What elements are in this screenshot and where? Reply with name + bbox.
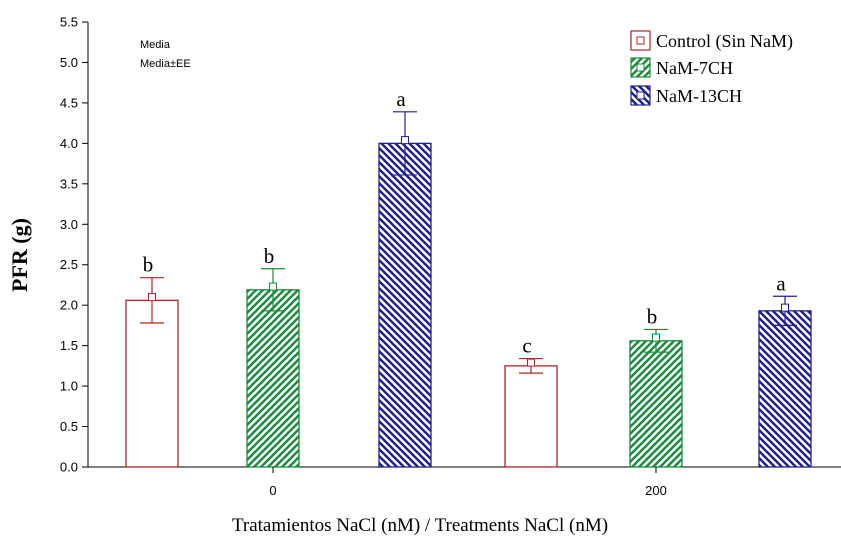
y-tick-label: 5.5 — [60, 15, 78, 30]
mean-marker — [148, 293, 156, 302]
mean-marker — [781, 303, 789, 312]
y-tick-label: 0.5 — [60, 419, 78, 434]
stats-legend-mean: Media — [140, 39, 171, 51]
y-tick-label: 2.0 — [60, 298, 78, 313]
bar — [246, 289, 300, 468]
significance-letter: c — [522, 334, 531, 358]
y-axis-label: PFR (g) — [7, 218, 32, 292]
significance-letter: b — [143, 253, 154, 277]
legend-marker — [636, 63, 645, 72]
x-tick-label: 200 — [645, 483, 667, 498]
bar — [504, 365, 558, 468]
significance-letter: b — [264, 244, 275, 268]
legend: Control (Sin NaM) NaM-7CH NaM-13CH — [630, 30, 793, 106]
bar — [758, 310, 812, 468]
y-tick-label: 0.0 — [60, 460, 78, 475]
y-tick-label: 1.5 — [60, 338, 78, 353]
bar — [378, 142, 432, 468]
y-tick-label: 4.0 — [60, 136, 78, 151]
y-tick-label: 3.0 — [60, 217, 78, 232]
x-tick-label: 0 — [269, 483, 276, 498]
legend-marker — [636, 36, 645, 45]
mean-marker — [269, 282, 277, 291]
y-tick-label: 2.5 — [60, 257, 78, 272]
legend-marker — [636, 91, 645, 100]
bar — [629, 340, 683, 468]
significance-letter: a — [776, 271, 786, 295]
significance-letter: b — [647, 304, 658, 328]
plot-area — [87, 22, 841, 468]
stats-legend-mean-se: Media±EE — [140, 58, 191, 70]
y-tick-label: 1.0 — [60, 379, 78, 394]
legend-label: NaM-7CH — [656, 58, 733, 78]
bar — [125, 299, 179, 468]
legend-label: NaM-13CH — [656, 86, 742, 106]
y-tick-label: 3.5 — [60, 176, 78, 191]
x-axis: 0 200 — [269, 467, 667, 498]
mean-marker — [401, 136, 409, 145]
y-axis: 0.0 0.5 1.0 1.5 2.0 2.5 3.0 3.5 4.0 4.5 5.0 5.5 — [60, 15, 88, 475]
x-axis-label: Tratamientos NaCl (nM) / Treatments NaCl… — [232, 515, 608, 536]
mean-marker — [527, 358, 535, 367]
significance-letter: a — [396, 87, 406, 111]
y-tick-label: 5.0 — [60, 55, 78, 70]
bars-group: b c b b a a — [125, 87, 812, 468]
mean-marker — [652, 333, 660, 342]
y-tick-label: 4.5 — [60, 95, 78, 110]
legend-label: Control (Sin NaM) — [656, 31, 793, 52]
